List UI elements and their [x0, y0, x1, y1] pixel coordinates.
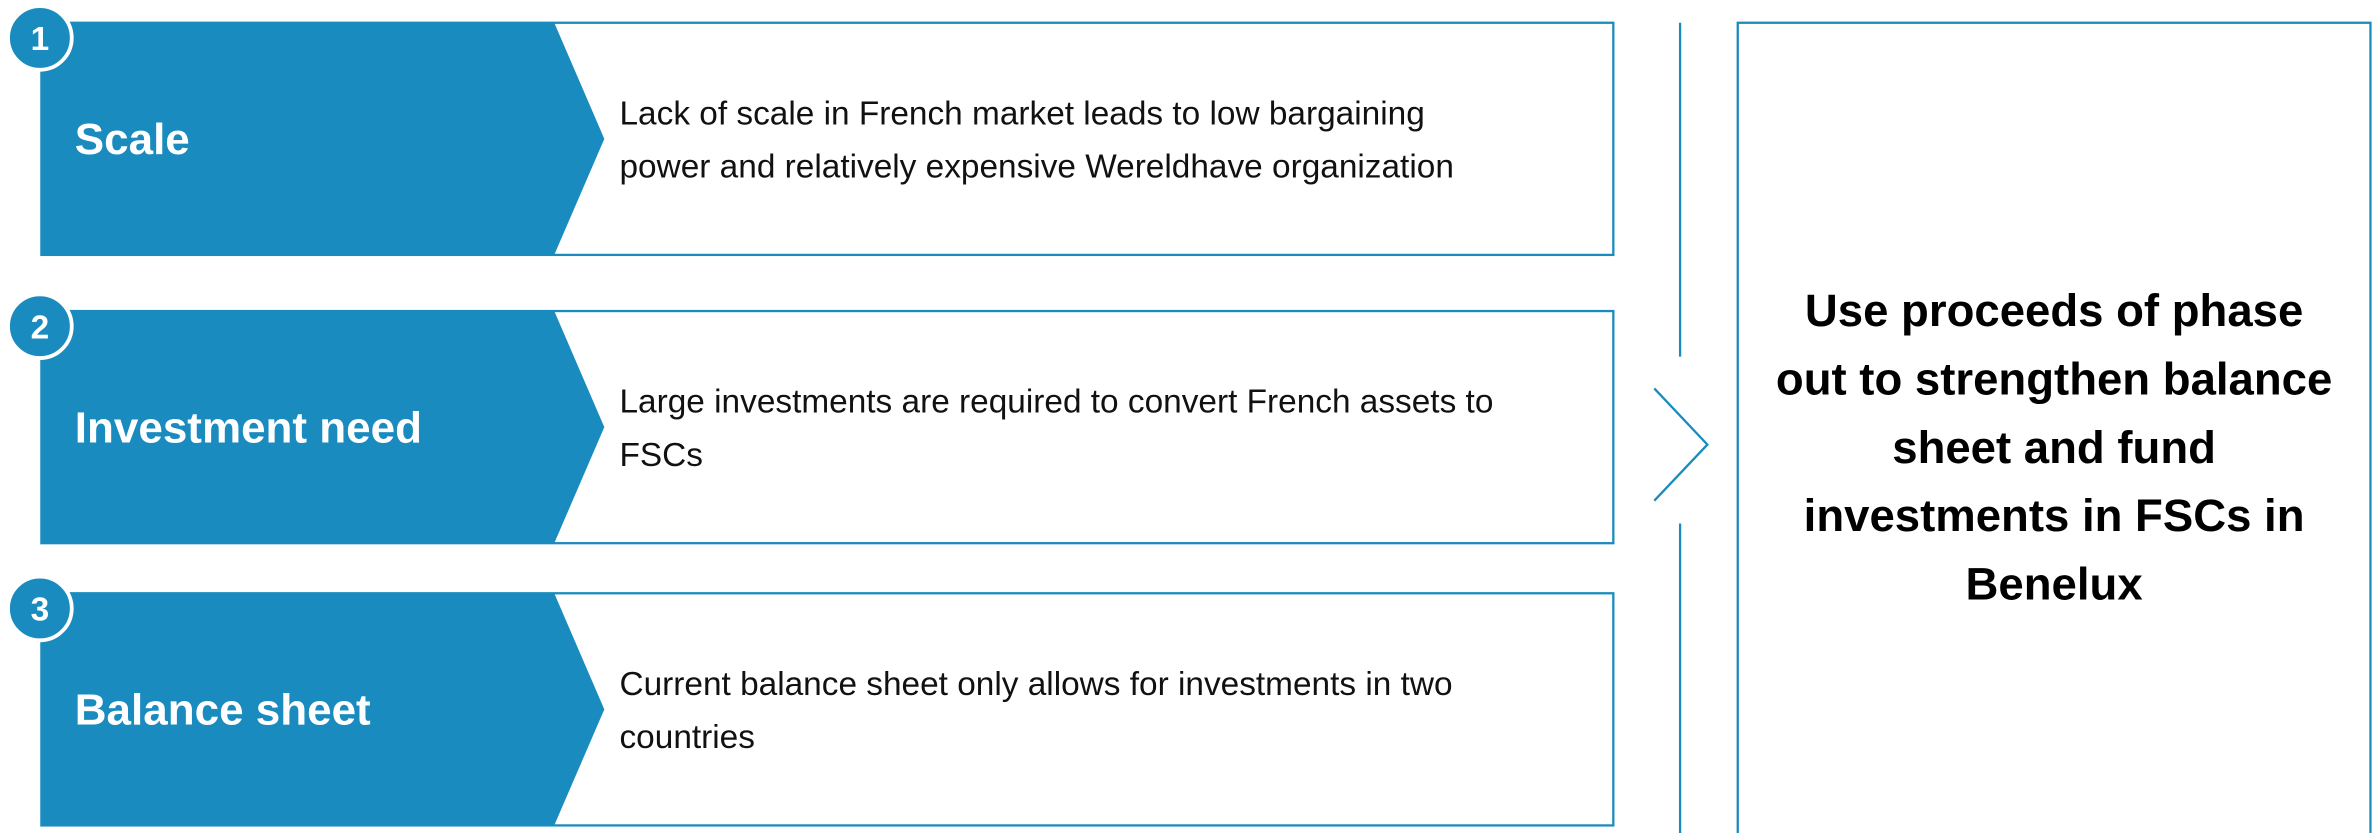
conclusion-box — [1736, 21, 2372, 833]
item-description: Lack of scale in French market leads to … — [619, 93, 1454, 185]
item-chevron — [41, 593, 605, 826]
conclusion-wrap: Use proceeds of phase out to strengthen … — [1775, 286, 2333, 610]
item-number: 1 — [31, 21, 50, 58]
item-chevron — [41, 311, 605, 544]
item-desc-wrap: Large investments are required to conver… — [619, 381, 1494, 473]
arrow — [1653, 387, 1709, 502]
number-badge — [6, 4, 74, 72]
number-badge — [6, 292, 74, 360]
item-chevron — [41, 22, 605, 255]
item-title: Scale — [75, 115, 190, 164]
item-number: 2 — [31, 309, 50, 346]
item-title: Balance sheet — [75, 686, 371, 735]
item-number: 3 — [31, 592, 50, 629]
number-badge — [6, 574, 74, 643]
item-description: Current balance sheet only allows for in… — [619, 663, 1453, 755]
item-title: Investment need — [75, 403, 422, 452]
item-desc-wrap: Lack of scale in French market leads to … — [619, 93, 1454, 185]
conclusion: Use proceeds of phase out to strengthen … — [1775, 286, 2333, 610]
item-desc-wrap: Current balance sheet only allows for in… — [619, 663, 1453, 755]
item-description: Large investments are required to conver… — [619, 381, 1494, 473]
